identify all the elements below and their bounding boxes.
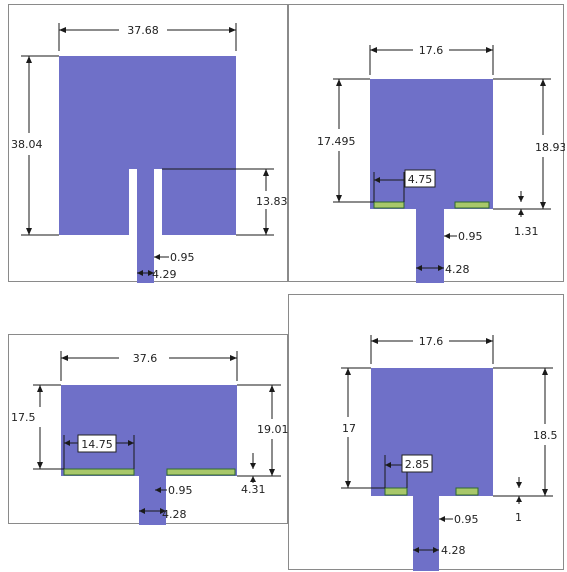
- arrowhead: [439, 516, 445, 522]
- left-height-label: 17: [342, 422, 356, 435]
- antenna-panel-4: 17.6 17 18.5 2.85 1 0.95 4.28: [288, 294, 564, 571]
- arrowhead: [416, 265, 444, 271]
- antenna-panel-1: 37.68 38.04 13.83 0.95 4.29: [8, 4, 288, 283]
- arrowhead: [263, 169, 269, 235]
- slot-right: [166, 468, 236, 476]
- arrowhead: [139, 508, 166, 514]
- left-height-label: 17.5: [11, 411, 36, 424]
- width-label: 17.6: [419, 44, 444, 57]
- slot-depth-label: 13.83: [256, 195, 288, 208]
- label-box: [404, 169, 436, 188]
- width-label: 17.6: [419, 335, 444, 348]
- right-height-label: 18.5: [533, 429, 558, 442]
- arrowhead: [155, 487, 161, 493]
- stub-length-label: 4.75: [408, 173, 433, 186]
- arrowhead: [374, 177, 380, 183]
- height-label: 38.04: [11, 138, 43, 151]
- slot-left: [384, 487, 408, 496]
- slot-left: [373, 201, 405, 209]
- feed-label: 4.28: [445, 263, 470, 276]
- gap-label: 0.95: [168, 484, 193, 497]
- arrowhead: [385, 462, 391, 468]
- width-label: 37.6: [133, 352, 158, 365]
- right-height-label: 18.93: [535, 141, 565, 154]
- width-label: 37.68: [127, 24, 159, 37]
- feed-label: 4.28: [441, 544, 466, 557]
- feed-label: 4.29: [152, 268, 177, 281]
- stub-offset-label: 1: [515, 511, 522, 524]
- stub-offset-label: 4.31: [241, 483, 266, 496]
- arrowhead: [154, 254, 160, 260]
- gap-label: 0.95: [170, 251, 195, 264]
- patch-element: [59, 56, 236, 283]
- left-height-label: 17.495: [317, 135, 356, 148]
- antenna-diagram-3: 37.6 17.5 19.01 14.75 4.31 0.95 4.28: [11, 351, 289, 525]
- slot-right: [454, 201, 490, 209]
- arrowhead: [516, 482, 522, 502]
- arrowhead: [518, 196, 524, 215]
- stub-length-label: 2.85: [405, 458, 430, 471]
- arrowhead: [137, 270, 154, 276]
- label-box: [401, 454, 433, 473]
- slot-left: [63, 468, 135, 476]
- antenna-diagram-1: 37.68 38.04 13.83 0.95 4.29: [11, 23, 288, 283]
- stub-length-label: 14.75: [81, 438, 113, 451]
- arrowhead: [250, 463, 256, 482]
- arrowhead: [444, 233, 450, 239]
- gap-label: 0.95: [454, 513, 479, 526]
- antenna-panel-3: 37.6 17.5 19.01 14.75 4.31 0.95 4.28: [8, 334, 289, 525]
- stub-offset-label: 1.31: [514, 225, 539, 238]
- slot-right: [455, 487, 479, 496]
- arrowhead: [413, 547, 439, 553]
- feed-label: 4.28: [162, 508, 187, 521]
- right-height-label: 19.01: [257, 423, 289, 436]
- patch-element: [61, 385, 237, 525]
- label-box: [77, 434, 117, 453]
- antenna-panel-2: 17.6 17.495 18.93 4.75 1.31 0.95 4.2: [288, 4, 565, 283]
- gap-label: 0.95: [458, 230, 483, 243]
- antenna-diagram-4: 17.6 17 18.5 2.85 1 0.95 4.28: [341, 335, 558, 571]
- antenna-diagram-2: 17.6 17.495 18.93 4.75 1.31 0.95 4.2: [317, 44, 565, 283]
